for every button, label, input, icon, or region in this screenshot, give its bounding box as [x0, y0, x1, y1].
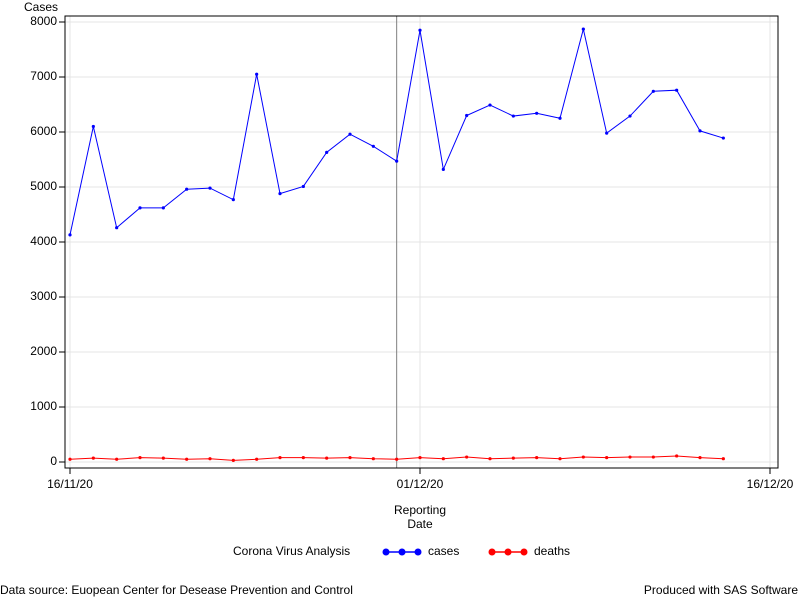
- point: [651, 89, 655, 93]
- point: [441, 457, 445, 461]
- point: [371, 144, 375, 148]
- point: [371, 457, 375, 461]
- point: [208, 457, 212, 461]
- y-tick-label: 2000: [30, 344, 57, 358]
- point: [68, 457, 72, 461]
- point: [325, 150, 329, 154]
- y-tick-label: 7000: [30, 69, 57, 83]
- point: [721, 136, 725, 140]
- point: [698, 456, 702, 460]
- y-tick-label: 3000: [30, 289, 57, 303]
- y-axis-title: Cases: [24, 0, 58, 14]
- point: [301, 184, 305, 189]
- legend-marker: [488, 548, 496, 556]
- y-tick-label: 4000: [30, 234, 57, 248]
- point: [465, 113, 469, 118]
- point: [488, 103, 492, 107]
- point: [255, 457, 259, 461]
- y-tick-label: 5000: [30, 179, 57, 193]
- point: [418, 456, 422, 460]
- point: [581, 455, 585, 459]
- point: [115, 226, 119, 230]
- point: [301, 456, 305, 460]
- x-axis-title: Reporting: [394, 503, 446, 517]
- x-axis-title: Date: [407, 517, 433, 531]
- point: [441, 167, 445, 171]
- point: [675, 454, 679, 458]
- point: [325, 456, 329, 460]
- point: [558, 457, 562, 461]
- x-tick-label: 16/12/20: [747, 477, 794, 491]
- footnote-left: Data source: Euopean Center for Desease …: [0, 583, 353, 597]
- point: [348, 132, 352, 136]
- point: [605, 456, 609, 460]
- point: [185, 187, 189, 191]
- point: [255, 72, 259, 76]
- point: [91, 124, 95, 129]
- point: [91, 456, 95, 460]
- point: [278, 456, 282, 460]
- point: [628, 455, 632, 459]
- y-tick-label: 6000: [30, 124, 57, 138]
- point: [511, 114, 515, 118]
- point: [138, 206, 142, 210]
- point: [395, 457, 399, 461]
- point: [465, 455, 469, 459]
- legend-marker: [504, 548, 512, 556]
- point: [395, 159, 399, 163]
- point: [68, 233, 72, 237]
- point: [581, 27, 585, 31]
- legend-marker: [382, 548, 390, 556]
- point: [231, 458, 235, 462]
- point: [115, 457, 119, 461]
- point: [535, 456, 539, 460]
- point: [488, 457, 492, 461]
- point: [605, 131, 609, 135]
- legend-marker: [398, 548, 406, 556]
- point: [348, 456, 352, 460]
- y-tick-label: 0: [50, 454, 57, 468]
- legend-title: Corona Virus Analysis: [233, 544, 350, 558]
- point: [558, 116, 562, 120]
- point: [231, 198, 235, 202]
- x-tick-label: 01/12/20: [397, 477, 444, 491]
- point: [208, 186, 212, 190]
- point: [511, 456, 515, 460]
- point: [628, 114, 632, 118]
- point: [138, 456, 142, 460]
- point: [278, 192, 282, 196]
- point: [161, 206, 165, 210]
- point: [535, 111, 539, 115]
- point: [418, 28, 422, 32]
- y-tick-label: 1000: [30, 399, 57, 413]
- legend-marker: [414, 548, 422, 556]
- legend-label: cases: [428, 544, 459, 558]
- point: [698, 129, 702, 133]
- point: [721, 457, 725, 461]
- footnote-right: Produced with SAS Software: [644, 583, 798, 597]
- point: [675, 88, 679, 92]
- point: [185, 457, 189, 461]
- legend-label: deaths: [534, 544, 570, 558]
- plot-frame: [64, 15, 779, 469]
- legend-marker: [520, 548, 528, 556]
- point: [651, 455, 655, 459]
- x-tick-label: 16/11/20: [47, 477, 93, 491]
- point: [161, 456, 165, 460]
- y-tick-label: 8000: [30, 14, 57, 28]
